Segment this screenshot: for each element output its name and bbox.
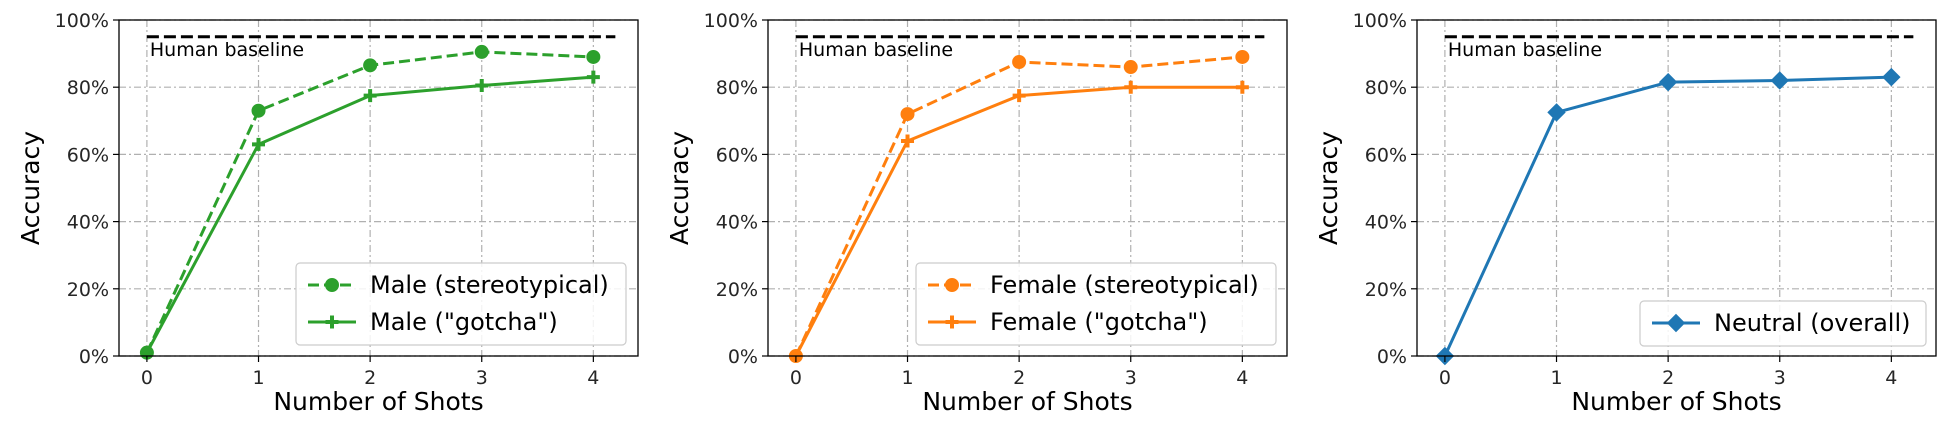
data-point [1123,60,1138,75]
data-point [475,79,489,93]
data-point [901,134,915,148]
x-tick-label: 1 [252,367,264,389]
data-point [252,137,266,151]
legend-swatch-marker [945,278,959,292]
y-tick-label: 100% [55,10,109,32]
y-tick-label: 100% [1353,10,1407,32]
x-tick-label: 1 [901,367,913,389]
x-tick-label: 2 [1662,367,1674,389]
y-tick-label: 0% [79,346,109,368]
data-point [1658,72,1678,92]
data-point [1124,80,1138,94]
x-axis-title: Number of Shots [1571,387,1781,416]
data-point [1012,89,1026,103]
x-tick-label: 3 [1125,367,1137,389]
x-axis-title: Number of Shots [922,387,1132,416]
x-tick-label: 0 [1439,367,1451,389]
y-axis-title: Accuracy [16,131,45,245]
data-point [586,70,600,84]
legend-swatch-marker [325,278,339,292]
y-tick-label: 60% [67,144,109,166]
legend: Female (stereotypical) Female ("gotcha") [915,262,1277,346]
y-tick-label: 40% [716,212,758,234]
data-point [900,107,915,122]
series-1 [788,49,1250,363]
legend-swatch-marker [945,315,959,329]
y-tick-label: 0% [1377,346,1407,368]
data-point [586,49,601,64]
data-point [1012,55,1027,69]
series-1 [1435,67,1901,366]
plot-frame [767,19,1288,357]
x-tick-label: 0 [141,367,153,389]
data-point [1235,80,1249,94]
data-point [251,103,266,118]
plot-frame [118,19,639,357]
data-point [1882,67,1901,87]
x-tick-label: 4 [587,367,599,389]
x-axis-title: Number of Shots [273,387,483,416]
y-tick-label: 20% [67,279,109,301]
x-tick-label: 4 [1236,367,1248,389]
data-point [363,89,377,103]
y-axis-title: Accuracy [1314,131,1343,245]
y-axis-title: Accuracy [665,131,694,245]
y-tick-label: 40% [67,212,109,234]
x-tick-label: 3 [476,367,488,389]
y-tick-label: 80% [716,77,758,99]
data-point [474,44,489,59]
data-point [363,58,378,73]
y-tick-label: 80% [1365,77,1407,99]
y-tick-label: 0% [728,346,758,368]
plot-frame [1416,19,1937,357]
legend: Neutral (overall) [1639,300,1927,347]
y-tick-label: 60% [716,144,758,166]
data-point [1770,71,1789,90]
x-tick-label: 3 [1774,367,1786,389]
y-tick-label: 60% [1365,144,1407,166]
y-tick-label: 20% [716,279,758,301]
legend-entry-label: Male (stereotypical) [370,271,609,299]
y-tick-label: 20% [1365,279,1407,301]
x-tick-label: 2 [364,367,376,389]
human-baseline-label: Human baseline [799,39,953,61]
human-baseline-label: Human baseline [1448,39,1602,61]
x-tick-label: 2 [1013,367,1025,389]
legend-box [915,262,1277,346]
legend-entry-label: Female ("gotcha") [990,308,1208,336]
x-tick-label: 0 [790,367,802,389]
legend-entry-label: Neutral (overall) [1714,309,1911,337]
y-tick-label: 80% [67,77,109,99]
data-point [1547,103,1566,122]
legend: Male (stereotypical) Male ("gotcha") [295,262,627,346]
series-2 [140,70,600,360]
legend-swatch-marker [1666,313,1686,333]
y-tick-label: 100% [704,10,758,32]
data-point [1235,49,1250,64]
y-tick-label: 40% [1365,212,1407,234]
legend-box [1639,300,1927,347]
legend-swatch-marker [325,315,339,329]
x-tick-label: 1 [1550,367,1562,389]
legend-entry-label: Male ("gotcha") [370,308,558,336]
x-tick-label: 4 [1885,367,1897,389]
human-baseline-label: Human baseline [150,39,304,61]
legend-entry-label: Female (stereotypical) [990,271,1259,299]
legend-box [295,262,627,346]
